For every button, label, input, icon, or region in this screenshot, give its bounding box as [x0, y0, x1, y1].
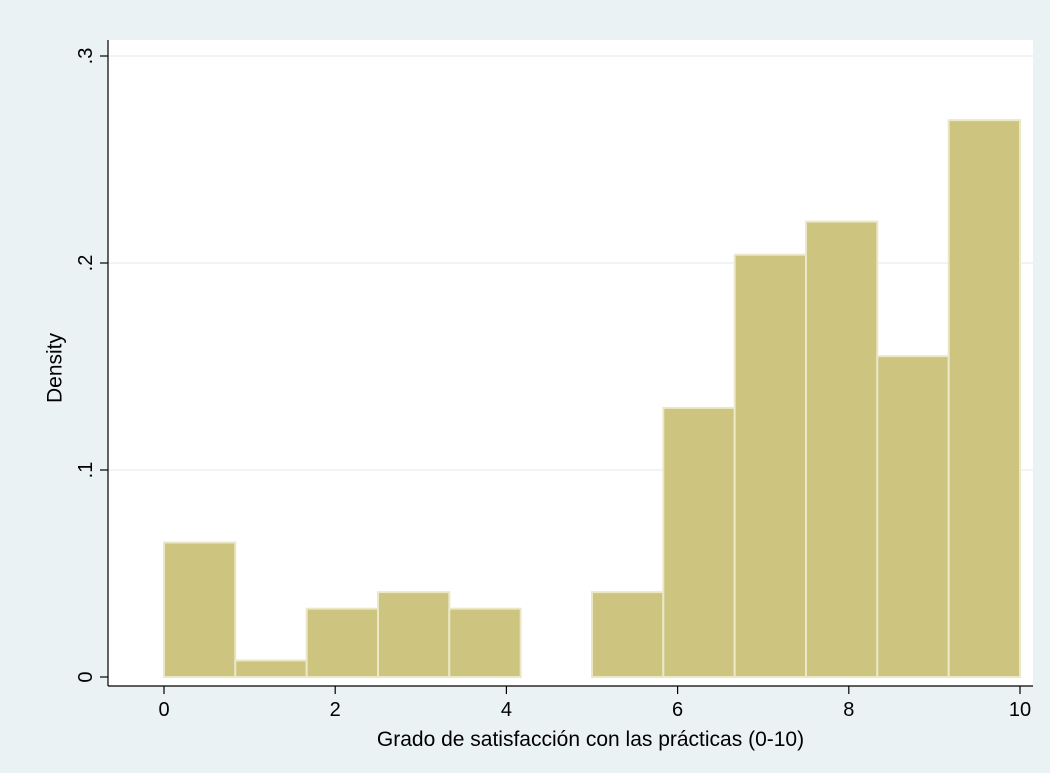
y-tick-label-3: .3: [75, 48, 97, 65]
histogram-bar-8: [733, 253, 807, 678]
histogram-bar-0: [163, 541, 237, 679]
histogram-bar-6: [591, 591, 665, 679]
histogram-bar-7: [662, 406, 736, 678]
y-tick-label-2: .2: [75, 255, 97, 272]
axes: [100, 40, 1033, 694]
x-tick-label-5: 10: [1009, 699, 1031, 721]
histogram-bar-1: [234, 659, 308, 679]
x-tick-label-1: 2: [330, 699, 341, 721]
histogram-bar-3: [377, 591, 451, 679]
y-tick-label-1: .1: [75, 462, 97, 479]
histogram-bars: [163, 119, 1021, 679]
histogram-bar-11: [947, 119, 1021, 679]
x-tick-label-4: 8: [843, 699, 854, 721]
x-tick-label-2: 4: [501, 699, 512, 721]
histogram-bar-2: [305, 607, 379, 678]
tick-labels: 0 2 4 6 8 10 0 .1 .2 .3: [75, 48, 1031, 721]
histogram-bar-9: [805, 220, 879, 678]
y-axis-title: Density: [44, 332, 67, 403]
histogram-bar-10: [876, 355, 950, 678]
y-tick-label-0: 0: [75, 671, 97, 682]
x-tick-label-3: 6: [672, 699, 683, 721]
x-tick-label-0: 0: [158, 699, 169, 721]
histogram-bar-4: [448, 607, 522, 678]
x-axis-title: Grado de satisfacción con las prácticas …: [377, 728, 804, 751]
